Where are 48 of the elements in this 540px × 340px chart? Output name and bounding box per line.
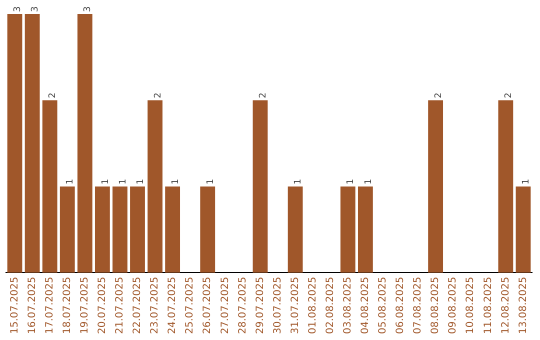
x-tick-label: 11.08.2025 [482, 276, 494, 334]
data-label: 1 [346, 178, 356, 184]
x-tick-label: 31.07.2025 [290, 276, 301, 334]
x-tick-label: 19.07.2025 [79, 276, 90, 334]
x-tick-label: 25.07.2025 [184, 276, 196, 334]
x-tick-label: 01.08.2025 [307, 276, 318, 334]
data-label: 2 [153, 92, 164, 98]
x-tick-label: 28.07.2025 [237, 276, 248, 334]
data-label: 3 [83, 6, 94, 12]
data-label: 2 [434, 92, 444, 98]
x-tick-label: 29.07.2025 [254, 276, 266, 334]
x-tick-label: 27.07.2025 [220, 276, 231, 334]
x-tick-label: 03.08.2025 [342, 276, 354, 334]
x-tick-label: 26.07.2025 [202, 276, 214, 334]
data-label: 1 [522, 178, 532, 184]
x-tick-label: 17.07.2025 [44, 276, 56, 334]
data-label: 1 [136, 178, 146, 184]
x-tick-label: 21.07.2025 [114, 276, 126, 334]
x-tick-label: 12.08.2025 [500, 276, 512, 334]
x-tick-label: 24.07.2025 [167, 276, 178, 334]
x-tick-label: 06.08.2025 [395, 276, 406, 334]
data-label: 1 [66, 178, 76, 184]
data-label: 1 [294, 178, 304, 184]
x-tick-label: 22.07.2025 [132, 276, 144, 334]
x-tick-label: 20.07.2025 [97, 276, 108, 334]
data-label: 1 [100, 178, 111, 184]
x-tick-label: 13.08.2025 [518, 276, 529, 334]
x-tick-label: 30.07.2025 [272, 276, 284, 334]
data-label: 1 [170, 178, 181, 184]
data-label: 1 [206, 178, 216, 184]
x-tick-label: 15.07.2025 [9, 276, 20, 334]
x-tick-label: 05.08.2025 [378, 276, 389, 334]
x-tick-label: 04.08.2025 [360, 276, 372, 334]
x-tick-label: 08.08.2025 [430, 276, 442, 334]
data-label: 2 [258, 92, 269, 98]
x-tick-label: 10.08.2025 [465, 276, 476, 334]
data-label: 3 [30, 6, 41, 12]
x-tick-label: 23.07.2025 [150, 276, 161, 334]
x-tick-label: 18.07.2025 [62, 276, 73, 334]
x-tick-label: 16.07.2025 [26, 276, 38, 334]
x-tick-label: 07.08.2025 [412, 276, 424, 334]
data-label: 3 [13, 6, 24, 12]
data-label: 1 [364, 178, 374, 184]
data-label: 1 [118, 178, 128, 184]
data-label: 2 [504, 92, 514, 98]
x-tick-label: 09.08.2025 [448, 276, 459, 334]
data-label: 2 [48, 92, 58, 98]
x-tick-label: 02.08.2025 [324, 276, 336, 334]
